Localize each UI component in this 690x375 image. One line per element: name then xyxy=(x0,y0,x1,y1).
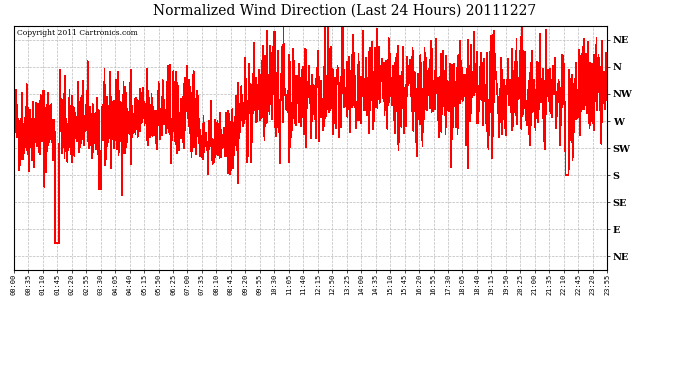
Text: Copyright 2011 Cartronics.com: Copyright 2011 Cartronics.com xyxy=(17,29,137,37)
Text: Normalized Wind Direction (Last 24 Hours) 20111227: Normalized Wind Direction (Last 24 Hours… xyxy=(153,4,537,18)
